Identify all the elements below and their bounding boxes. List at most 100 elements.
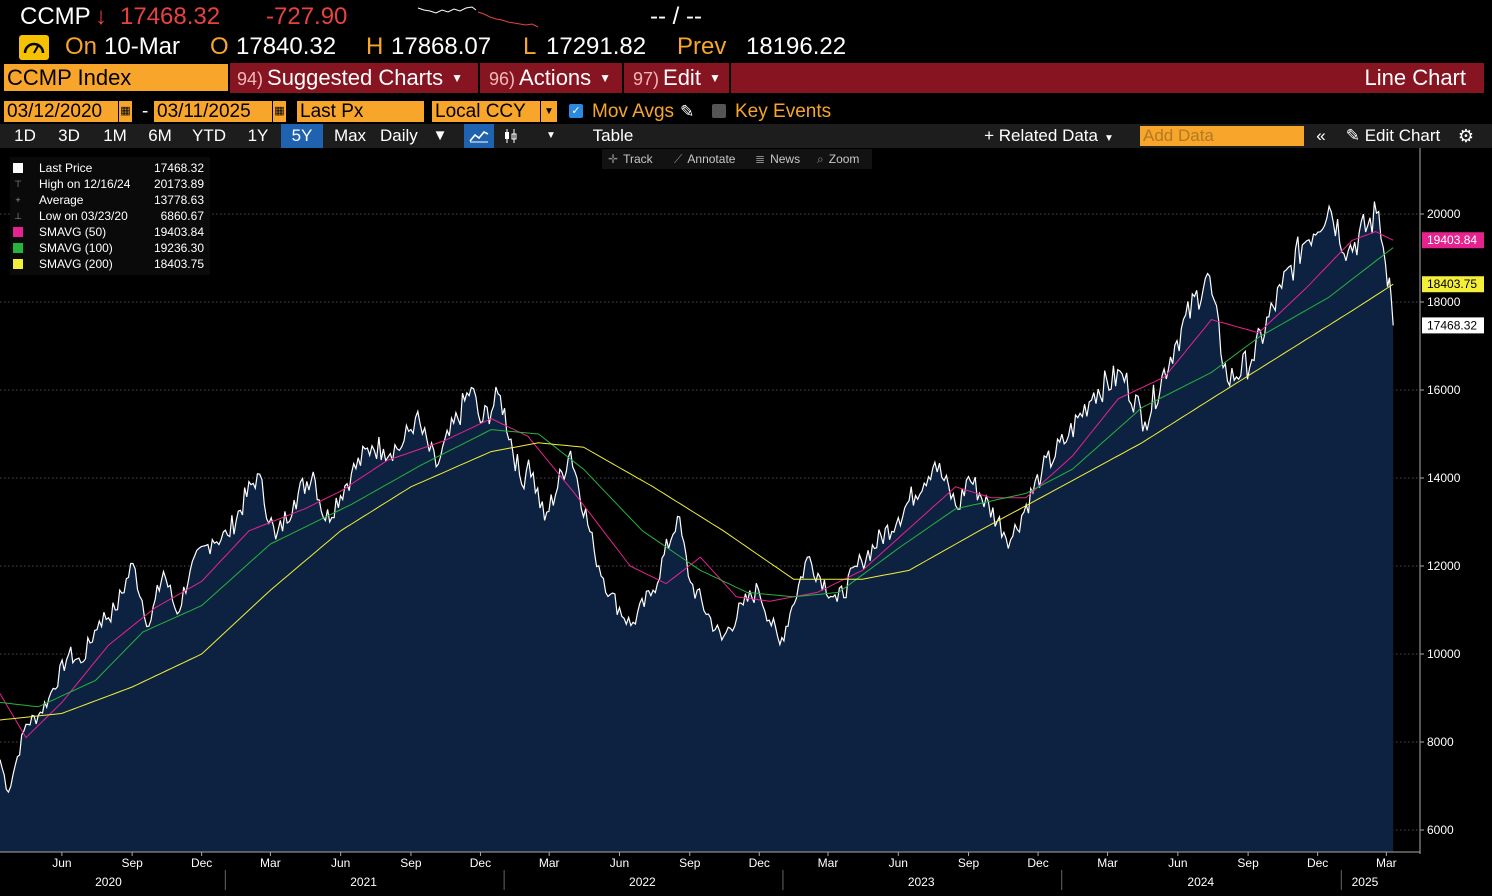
frequency-selector[interactable]: Daily [380, 126, 418, 145]
prev-label: Prev [677, 33, 727, 60]
candlestick-icon[interactable] [498, 124, 524, 148]
legend-row: SMAVG (100) 19236.30 [10, 240, 210, 256]
period-1y[interactable]: 1Y [247, 126, 269, 145]
period-1d[interactable]: 1D [14, 126, 36, 145]
y-tick-label: 18000 [1427, 295, 1461, 309]
track-label: Track [623, 152, 653, 166]
x-tick-label: Jun [331, 856, 350, 870]
legend-swatch: ⊥ [14, 211, 22, 221]
x-tick-label: Sep [121, 856, 143, 870]
y-tick-label: 20000 [1427, 207, 1461, 221]
y-tick-label: 8000 [1427, 735, 1454, 749]
x-year-label: 2020 [95, 875, 122, 889]
price-tag-label: 19403.84 [1427, 233, 1477, 247]
period-1m[interactable]: 1M [103, 126, 127, 145]
end-date-field[interactable]: 03/11/2025 [154, 101, 272, 122]
related-data-label: Related Data [998, 126, 1098, 145]
y-tick-label: 12000 [1427, 559, 1461, 573]
caret-down-icon: ▼ [451, 71, 464, 85]
actions-menu[interactable]: 96) Actions ▼ [489, 63, 611, 93]
caret-down-icon: ▼ [599, 71, 612, 85]
x-tick-label: Sep [1237, 856, 1259, 870]
chevron-down-icon[interactable]: ▼ [546, 130, 556, 141]
legend-name: Average [39, 193, 84, 207]
net-change: -727.90 [266, 3, 348, 30]
start-date-field[interactable]: 03/12/2020 [4, 101, 118, 122]
news-label: News [770, 152, 801, 166]
annotate-tool[interactable]: ⟋ Annotate [674, 149, 735, 169]
collapse-left-icon[interactable]: « [1316, 126, 1326, 145]
intraday-sparkline [417, 6, 539, 28]
currency-selector[interactable]: Local CCY [432, 101, 540, 122]
period-max[interactable]: Max [333, 126, 367, 145]
legend-name: High on 12/16/24 [39, 177, 131, 191]
legend-value: 13778.63 [153, 193, 204, 207]
low-value: 17291.82 [546, 33, 647, 60]
mov-avgs-checkbox[interactable]: ✓ [569, 104, 583, 118]
legend-name: SMAVG (200) [39, 257, 113, 271]
related-data-button[interactable]: + Related Data ▼ [975, 124, 1123, 148]
plus-icon: + [984, 126, 999, 145]
right-axis-labels: 19403.84 18403.75 17468.32 [1422, 232, 1484, 334]
pencil-icon: ✎ [1345, 126, 1365, 145]
menu-number: 97) [633, 69, 660, 89]
edit-menu[interactable]: 97) Edit ▼ [633, 63, 721, 93]
track-tool[interactable]: ✛ Track [608, 149, 653, 169]
y-axis: 6000 8000 10000 12000 14000 16000 18000 20000 [1419, 148, 1461, 854]
x-axis: Jun Sep Dec Mar Jun Sep Dec Mar Jun Sep Dec Mar Jun S… [0, 851, 1420, 890]
chevron-down-icon[interactable]: ▼ [540, 101, 557, 122]
zoom-tool[interactable]: ⌕ Zoom [817, 149, 859, 169]
y-tick-label: 6000 [1427, 823, 1454, 837]
calendar-icon[interactable]: ▦ [273, 101, 286, 122]
period-3d[interactable]: 3D [58, 126, 80, 145]
calendar-icon[interactable]: ▦ [119, 101, 132, 122]
period-ytd[interactable]: YTD [192, 126, 226, 145]
legend-value: 19236.30 [153, 241, 204, 255]
annotate-icon: ⟋ [674, 152, 683, 166]
menu-divider [729, 63, 731, 93]
x-tick-label: Jun [1168, 856, 1187, 870]
line-chart-icon[interactable] [464, 124, 494, 148]
field-selector[interactable]: Last Px [297, 101, 424, 122]
x-tick-label: Jun [610, 856, 629, 870]
legend-row: + Average 13778.63 [10, 192, 210, 208]
x-tick-label: Mar [260, 856, 281, 870]
menu-label: Edit [663, 65, 701, 90]
key-events-label[interactable]: Key Events [735, 101, 832, 122]
x-year-label: 2021 [350, 875, 377, 889]
key-events-checkbox[interactable] [712, 104, 726, 118]
x-year-label: 2023 [908, 875, 935, 889]
quote-date: 10-Mar [104, 33, 181, 60]
news-tool[interactable]: ≣ News [755, 149, 800, 169]
add-data-input[interactable]: Add Data [1140, 126, 1304, 146]
price-chart[interactable]: 6000 8000 10000 12000 14000 16000 18000 20000 J… [0, 148, 1492, 896]
legend-swatch: + [15, 195, 21, 205]
series-line-0 [0, 201, 1394, 794]
security-field[interactable]: CCMP Index [4, 64, 228, 91]
x-tick-label: Dec [1027, 856, 1048, 870]
legend-value: 19403.84 [153, 225, 204, 239]
chart-legend: Last Price 17468.32 ⊤ High on 12/16/24 20173… [10, 157, 210, 275]
period-6m[interactable]: 6M [148, 126, 172, 145]
edit-chart-button[interactable]: ✎ Edit Chart [1338, 124, 1448, 148]
table-button[interactable]: Table [592, 126, 634, 145]
series-line-1 [0, 231, 1394, 739]
quote-header: CCMP ↓ 17468.32 -727.90 -- / -- [0, 0, 1492, 33]
period-5y[interactable]: 5Y [281, 124, 323, 148]
suggested-charts-menu[interactable]: 94) Suggested Charts ▼ [237, 63, 463, 93]
x-year-label: 2024 [1187, 875, 1214, 889]
news-icon: ≣ [755, 152, 766, 166]
caret-down-icon[interactable]: ▼ [432, 127, 448, 144]
x-tick-label: Mar [818, 856, 839, 870]
gear-icon[interactable]: ⚙ [1457, 126, 1475, 146]
high-value: 17868.07 [391, 33, 492, 60]
last-price: 17468.32 [120, 3, 221, 30]
function-bar: CCMP Index 94) Suggested Charts ▼ 96) Actio… [0, 62, 1484, 93]
caret-down-icon: ▼ [708, 71, 721, 85]
chart-subtools: ✛ Track ⟋ Annotate ≣ News ⌕ Zoom [602, 149, 872, 169]
x-year-label: 2022 [629, 875, 656, 889]
gauge-icon[interactable] [19, 35, 49, 60]
open-value: 17840.32 [236, 33, 337, 60]
pencil-icon[interactable]: ✎ [680, 102, 695, 121]
mov-avgs-label[interactable]: Mov Avgs [592, 101, 675, 122]
